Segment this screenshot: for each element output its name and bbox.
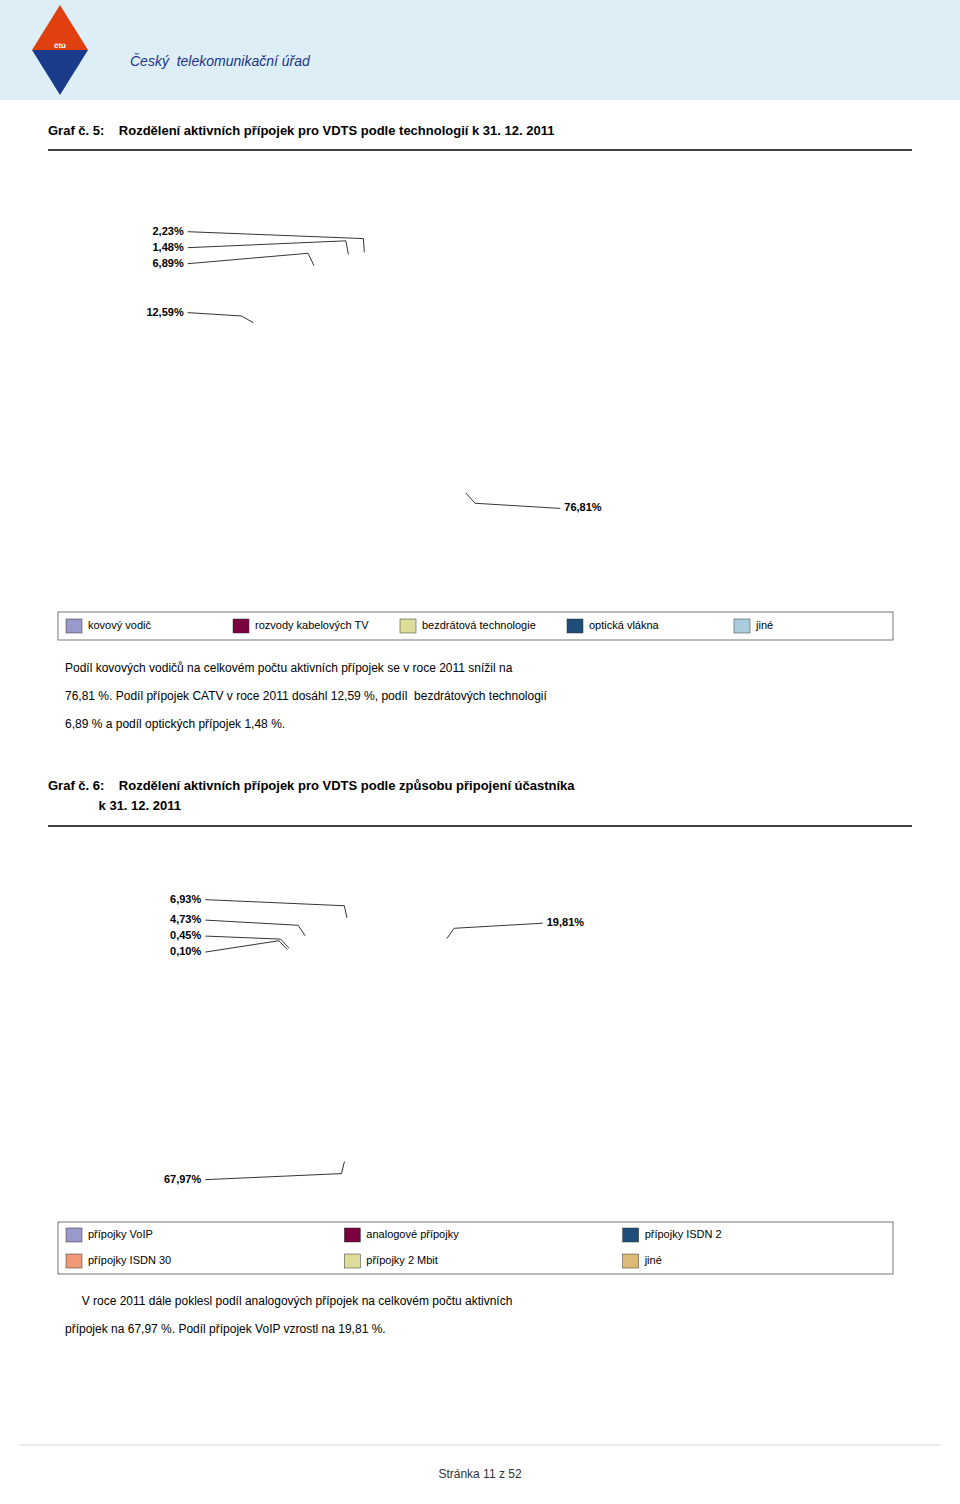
legend-frame bbox=[58, 1222, 893, 1274]
data-label: 6,93% bbox=[170, 893, 201, 905]
legend-label: bezdrátová technologie bbox=[422, 619, 536, 631]
data-label: 2,23% bbox=[152, 225, 183, 237]
leader-line bbox=[205, 900, 347, 918]
annotation: V roce 2011 dále poklesl podíl analogový… bbox=[65, 1294, 512, 1308]
legend-swatch bbox=[567, 619, 583, 633]
legend-swatch bbox=[66, 1254, 82, 1268]
legend-label: rozvody kabelových TV bbox=[255, 619, 369, 631]
logo-upper bbox=[32, 5, 88, 50]
annotation: 6,89 % a podíl optických přípojek 1,48 %… bbox=[65, 717, 285, 731]
legend-label: optická vlákna bbox=[589, 619, 660, 631]
legend-label: kovový vodič bbox=[88, 619, 151, 631]
leader-line bbox=[205, 1161, 344, 1179]
legend-swatch bbox=[66, 619, 82, 633]
leader-line bbox=[188, 253, 314, 265]
leader-line bbox=[447, 923, 543, 938]
legend-label: jiné bbox=[644, 1254, 662, 1266]
chart: Graf č. 5: Rozdělení aktivních přípojek … bbox=[48, 123, 912, 731]
logo-lower bbox=[32, 50, 88, 95]
data-labels: 76,81% 12,59% 6,89% 1,48% 2,23% bbox=[146, 225, 601, 514]
title-rule bbox=[48, 149, 912, 151]
data-label: 4,73% bbox=[170, 913, 201, 925]
header-text: Český telekomunikační úřad bbox=[130, 53, 311, 69]
legend: přípojky VoIP analogové přípojky přípojky … bbox=[58, 1222, 893, 1274]
data-label: 6,89% bbox=[152, 257, 183, 269]
leader-line bbox=[466, 493, 560, 508]
annotation: přípojek na 67,97 %. Podíl přípojek VoIP… bbox=[65, 1322, 386, 1336]
legend: kovový vodič rozvody kabelových TV bezdrát… bbox=[58, 612, 893, 640]
leader-line bbox=[188, 313, 254, 323]
legend-swatch bbox=[623, 1228, 639, 1242]
legend-swatch bbox=[623, 1254, 639, 1268]
header-background bbox=[0, 0, 960, 100]
data-label: 12,59% bbox=[146, 306, 184, 318]
logo-text: čtú bbox=[54, 41, 66, 50]
leader-line bbox=[205, 920, 305, 936]
chart-title: Graf č. 5: Rozdělení aktivních přípojek … bbox=[48, 123, 554, 138]
chart-title: Graf č. 6: Rozdělení aktivních přípojek … bbox=[48, 778, 575, 793]
leader-line bbox=[205, 941, 287, 952]
data-label: 67,97% bbox=[164, 1173, 202, 1185]
legend-swatch bbox=[400, 619, 416, 633]
annotation: Podíl kovových vodičů na celkovém počtu … bbox=[65, 661, 513, 675]
legend-swatch bbox=[734, 619, 750, 633]
header: čtú Český telekomunikační úřad bbox=[0, 0, 960, 100]
annotation: 76,81 %. Podíl přípojek CATV v roce 2011… bbox=[65, 689, 548, 703]
leader-line bbox=[188, 232, 365, 253]
data-label: 19,81% bbox=[547, 916, 585, 928]
legend-label: přípojky ISDN 2 bbox=[645, 1228, 722, 1240]
legend-frame bbox=[58, 612, 893, 640]
footer-rule bbox=[19, 1445, 941, 1446]
legend-label: analogové přípojky bbox=[366, 1228, 459, 1240]
chart: Graf č. 6: Rozdělení aktivních přípojek … bbox=[48, 778, 912, 1336]
footer-text: Stránka 11 z 52 bbox=[438, 1467, 521, 1481]
leader-line bbox=[188, 241, 349, 255]
legend-label: jiné bbox=[755, 619, 773, 631]
data-label: 0,45% bbox=[170, 929, 201, 941]
leader-line bbox=[205, 936, 289, 948]
chart-subtitle: k 31. 12. 2011 bbox=[48, 798, 181, 813]
page: čtú Český telekomunikační úřad Graf č. 5: … bbox=[0, 0, 960, 1504]
footer: Stránka 11 z 52 bbox=[19, 1445, 941, 1481]
data-label: 76,81% bbox=[564, 501, 602, 513]
data-labels: 19,81% 67,97% 0,10% 0,45% 4,73% 6,93% bbox=[164, 893, 584, 1185]
title-rule bbox=[48, 825, 912, 827]
legend-swatch bbox=[233, 619, 249, 633]
legend-label: přípojky 2 Mbit bbox=[366, 1254, 438, 1266]
legend-label: přípojky ISDN 30 bbox=[88, 1254, 171, 1266]
legend-swatch bbox=[344, 1254, 360, 1268]
legend-label: přípojky VoIP bbox=[88, 1228, 153, 1240]
background bbox=[0, 0, 960, 1504]
data-label: 1,48% bbox=[152, 241, 183, 253]
legend-swatch bbox=[66, 1228, 82, 1242]
legend-swatch bbox=[344, 1228, 360, 1242]
data-label: 0,10% bbox=[170, 945, 201, 957]
